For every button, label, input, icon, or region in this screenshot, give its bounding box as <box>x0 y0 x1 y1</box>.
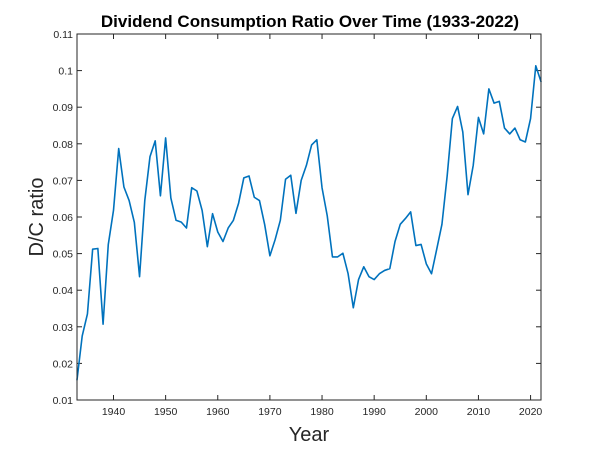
y-tick-label: 0.02 <box>53 358 74 370</box>
y-tick-label: 0.1 <box>58 66 73 78</box>
x-tick-label: 1950 <box>154 406 178 418</box>
x-tick-label: 2020 <box>519 406 543 418</box>
x-tick-label: 1940 <box>102 406 126 418</box>
y-axis-label: D/C ratio <box>26 178 48 257</box>
y-axis-ticks: 0.01 0.02 0.03 0.04 0.05 0.06 0.07 0.08 0.09 0.1 0… <box>53 29 541 407</box>
y-tick-label: 0.04 <box>53 285 74 297</box>
x-tick-label: 1980 <box>310 406 334 418</box>
y-tick-label: 0.08 <box>53 139 74 151</box>
axes: 0.01 0.02 0.03 0.04 0.05 0.06 0.07 0.08 0.09 0.1 0… <box>53 29 543 418</box>
x-tick-label: 1990 <box>362 406 386 418</box>
y-tick-label: 0.05 <box>53 249 74 261</box>
y-tick-label: 0.01 <box>53 395 74 407</box>
x-tick-label: 2010 <box>467 406 491 418</box>
y-tick-label: 0.11 <box>53 29 73 41</box>
plot-frame <box>76 33 542 401</box>
x-tick-label: 2000 <box>415 406 439 418</box>
y-tick-label: 0.03 <box>53 322 74 334</box>
chart-title: Dividend Consumption Ratio Over Time (19… <box>101 12 519 31</box>
x-tick-label: 1970 <box>258 406 282 418</box>
x-axis-ticks: 1940 1950 1960 1970 1980 1990 2000 2010 2020 <box>102 34 543 418</box>
series-line <box>76 65 542 381</box>
y-tick-label: 0.09 <box>53 102 74 114</box>
y-tick-label: 0.07 <box>53 175 74 187</box>
y-tick-label: 0.06 <box>53 212 74 224</box>
x-axis-label: Year <box>289 424 330 446</box>
x-tick-label: 1960 <box>206 406 230 418</box>
